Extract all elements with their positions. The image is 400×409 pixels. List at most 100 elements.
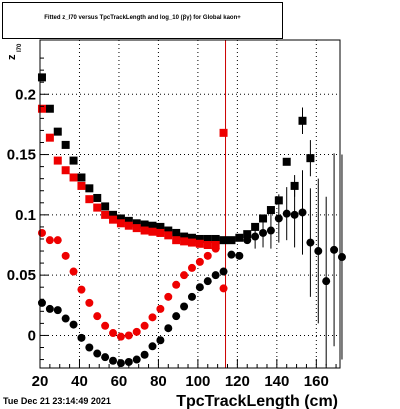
circle-marker [53,306,62,315]
square-marker [77,181,86,190]
square-marker [37,104,46,113]
square-marker [116,219,125,228]
square-marker [124,221,133,230]
square-marker [53,156,62,165]
circle-marker [172,280,181,289]
circle-marker [85,298,94,307]
circle-marker [314,247,323,256]
circle-marker [132,327,141,336]
circle-marker [132,355,141,364]
square-marker [172,228,181,237]
square-marker [61,140,70,149]
circle-marker [148,313,157,322]
square-marker [148,227,157,236]
square-marker [180,237,189,246]
square-marker [37,73,46,82]
square-marker [156,228,165,237]
circle-marker [45,304,54,313]
square-marker [53,127,62,136]
circle-marker [116,359,125,368]
circle-marker [101,353,110,362]
square-marker [187,238,196,247]
square-marker [93,193,102,202]
timestamp: Tue Dec 21 23:14:49 2021 [3,396,111,406]
square-marker [164,231,173,240]
square-marker [132,219,141,228]
square-marker [85,184,94,193]
square-marker [69,173,78,182]
circle-marker [227,250,236,259]
circle-marker [53,236,62,245]
square-marker [140,226,149,235]
circle-marker [156,336,165,345]
square-marker [219,128,228,137]
square-marker [259,214,268,223]
svg-text:I70: I70 [17,43,23,52]
square-marker [180,232,189,241]
title-box: Fitted z_I70 versus TpcTrackLength and l… [2,2,283,39]
circle-marker [203,277,212,286]
circle-marker [61,314,70,323]
square-marker [306,154,315,163]
circle-marker [235,251,244,260]
square-marker [195,239,204,248]
axis-ticks [39,57,337,368]
y-tick-label: 0.2 [15,86,36,103]
circle-marker [243,236,252,245]
circle-marker [109,329,118,338]
chart-title: Fitted z_I70 versus TpcTrackLength and l… [44,15,241,21]
circle-marker [116,332,125,341]
circle-marker [195,257,204,266]
y-tick-label: 0.05 [7,267,36,284]
square-marker [101,202,110,211]
square-marker [290,181,299,190]
square-marker [251,222,260,231]
circle-marker [187,292,196,301]
circle-marker [69,320,78,329]
square-marker [77,173,86,182]
circle-marker [69,267,78,276]
y-axis-label: z I70 [6,43,23,60]
square-marker [140,220,149,229]
circle-marker [219,267,228,276]
circle-marker [37,228,46,237]
circle-marker [101,321,110,330]
square-marker [116,214,125,223]
circle-marker [109,356,118,365]
x-axis-label: TpcTrackLength (cm) [176,393,338,409]
circle-marker [45,236,54,245]
square-marker [274,196,283,205]
circle-marker [211,244,220,253]
circle-marker [61,251,70,260]
square-marker [85,195,94,204]
square-marker [45,133,54,142]
x-tick-label: 160 [304,373,329,390]
square-marker [93,203,102,212]
x-tick-label: 120 [225,373,250,390]
circle-marker [148,342,157,351]
circle-marker [85,343,94,352]
circle-marker [124,357,133,366]
circle-marker [298,208,307,217]
square-marker [203,241,212,249]
square-marker [266,206,275,215]
square-marker [243,230,252,239]
circle-marker [77,285,86,294]
x-tick-label: 80 [150,373,167,390]
square-marker [298,116,307,125]
circle-marker [266,226,275,235]
square-marker [132,224,141,233]
x-tick-label: 140 [264,373,289,390]
square-marker [282,157,291,166]
square-marker [187,233,196,242]
square-marker [61,166,70,175]
circle-marker [306,238,315,247]
circle-marker [77,333,86,342]
circle-marker [156,304,165,313]
circle-marker [37,298,46,307]
y-tick-label: 0 [28,327,36,344]
circle-marker [93,349,102,358]
square-marker [211,234,220,243]
circle-marker [140,321,149,330]
